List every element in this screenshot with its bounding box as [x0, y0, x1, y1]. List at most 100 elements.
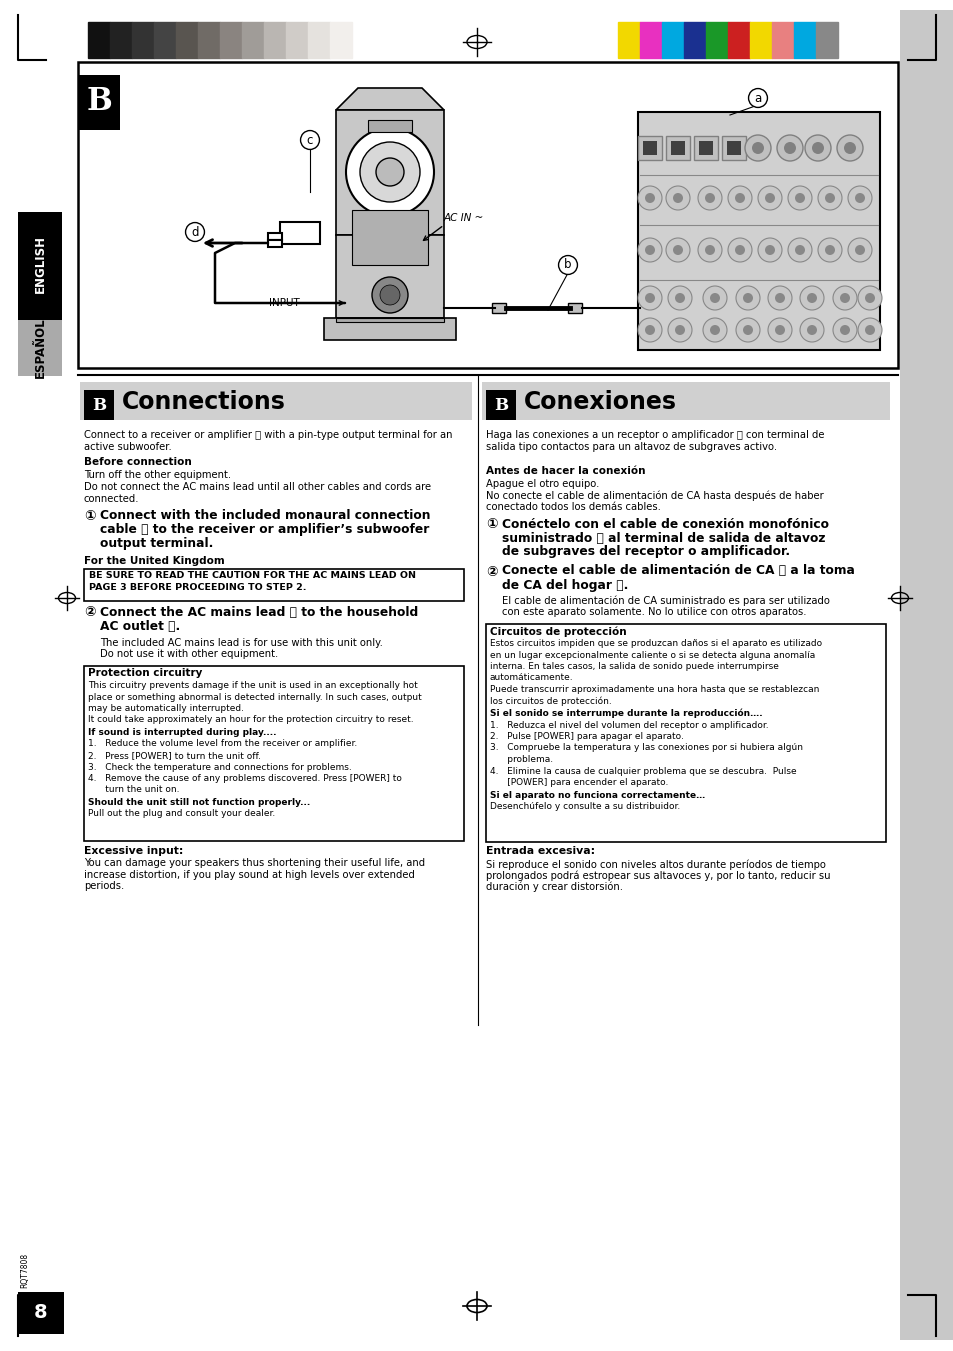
Text: b: b	[563, 258, 571, 272]
Bar	[670, 141, 684, 155]
Circle shape	[758, 186, 781, 209]
Bar	[280, 222, 319, 245]
Bar	[330, 22, 352, 58]
Circle shape	[847, 186, 871, 209]
Text: de subgraves del receptor o amplificador.: de subgraves del receptor o amplificador…	[501, 546, 789, 558]
Text: 3.   Check the temperature and connections for problems.: 3. Check the temperature and connections…	[88, 762, 352, 771]
Text: duración y crear distorsión.: duración y crear distorsión.	[485, 882, 622, 893]
Polygon shape	[335, 88, 443, 109]
Text: Conexiones: Conexiones	[523, 390, 677, 413]
Circle shape	[675, 293, 684, 303]
Text: For the United Kingdom: For the United Kingdom	[84, 557, 225, 566]
Text: c: c	[307, 134, 313, 146]
Text: 4.   Remove the cause of any problems discovered. Press [POWER] to: 4. Remove the cause of any problems disc…	[88, 774, 401, 784]
Bar	[153, 22, 175, 58]
Circle shape	[800, 317, 823, 342]
Bar	[88, 22, 110, 58]
Bar	[485, 390, 516, 420]
Bar	[352, 209, 428, 265]
Bar	[335, 235, 443, 317]
Text: en un lugar excepcionalmente caliente o si se detecta alguna anomalía: en un lugar excepcionalmente caliente o …	[490, 650, 815, 659]
Text: Apague el otro equipo.: Apague el otro equipo.	[485, 480, 598, 489]
Bar	[268, 240, 282, 247]
Circle shape	[767, 317, 791, 342]
Text: interna. En tales casos, la salida de sonido puede interrumpirse: interna. En tales casos, la salida de so…	[490, 662, 778, 671]
Bar	[638, 136, 661, 159]
Text: 1.   Reduzca el nivel del volumen del receptor o amplificador.: 1. Reduzca el nivel del volumen del rece…	[490, 720, 768, 730]
Text: Connections: Connections	[122, 390, 286, 413]
Bar	[18, 1292, 64, 1333]
Circle shape	[644, 293, 655, 303]
Bar	[335, 109, 443, 235]
Bar	[242, 22, 264, 58]
Text: Turn off the other equipment.: Turn off the other equipment.	[84, 470, 231, 481]
Circle shape	[758, 238, 781, 262]
Text: Connect to a receiver or amplifier ⓐ with a pin-type output terminal for an: Connect to a receiver or amplifier ⓐ wit…	[84, 430, 452, 440]
Bar	[699, 141, 712, 155]
Text: Pull out the plug and consult your dealer.: Pull out the plug and consult your deale…	[88, 809, 275, 819]
Circle shape	[864, 293, 874, 303]
Text: AC outlet ⓓ.: AC outlet ⓓ.	[100, 620, 180, 632]
Bar	[368, 120, 412, 132]
Text: conectado todos los demás cables.: conectado todos los demás cables.	[485, 503, 660, 512]
Circle shape	[667, 286, 691, 309]
Circle shape	[698, 186, 721, 209]
Bar	[642, 141, 657, 155]
Circle shape	[709, 326, 720, 335]
Text: problema.: problema.	[490, 755, 553, 765]
Text: Si el aparato no funciona correctamente…: Si el aparato no funciona correctamente…	[490, 790, 704, 800]
Circle shape	[824, 245, 834, 255]
Text: output terminal.: output terminal.	[100, 536, 213, 550]
Circle shape	[857, 317, 882, 342]
Circle shape	[638, 317, 661, 342]
Circle shape	[698, 238, 721, 262]
Text: Desenchúfelo y consulte a su distribuidor.: Desenchúfelo y consulte a su distribuido…	[490, 802, 679, 811]
Circle shape	[638, 238, 661, 262]
Bar	[749, 22, 771, 58]
Text: Should the unit still not function properly...: Should the unit still not function prope…	[88, 798, 310, 807]
Circle shape	[734, 245, 744, 255]
Text: This circuitry prevents damage if the unit is used in an exceptionally hot: This circuitry prevents damage if the un…	[88, 681, 417, 690]
Text: [POWER] para encender el aparato.: [POWER] para encender el aparato.	[490, 778, 668, 788]
Bar	[705, 22, 727, 58]
Bar	[84, 390, 113, 420]
Text: B: B	[91, 396, 106, 413]
Bar	[324, 317, 456, 340]
Text: Puede transcurrir aproximadamente una hora hasta que se restablezcan: Puede transcurrir aproximadamente una ho…	[490, 685, 819, 694]
Text: Do not connect the AC mains lead until all other cables and cords are: Do not connect the AC mains lead until a…	[84, 482, 431, 492]
Text: RQT7808: RQT7808	[20, 1252, 29, 1288]
Bar	[80, 382, 472, 420]
Text: 2.   Pulse [POWER] para apagar el aparato.: 2. Pulse [POWER] para apagar el aparato.	[490, 732, 683, 740]
Text: prolongados podrá estropear sus altavoces y, por lo tanto, reducir su: prolongados podrá estropear sus altavoce…	[485, 870, 830, 881]
Circle shape	[843, 142, 855, 154]
Circle shape	[804, 135, 830, 161]
Circle shape	[806, 326, 816, 335]
Text: Connect the AC mains lead ⓒ to the household: Connect the AC mains lead ⓒ to the house…	[100, 605, 417, 619]
Text: Si reproduce el sonido con niveles altos durante períodos de tiempo: Si reproduce el sonido con niveles altos…	[485, 859, 825, 870]
Circle shape	[832, 286, 856, 309]
Text: Entrada excesiva:: Entrada excesiva:	[485, 847, 595, 857]
Circle shape	[824, 193, 834, 203]
Circle shape	[854, 245, 864, 255]
Circle shape	[751, 142, 763, 154]
Text: 8: 8	[34, 1304, 48, 1323]
Text: Antes de hacer la conexión: Antes de hacer la conexión	[485, 466, 645, 477]
Circle shape	[787, 238, 811, 262]
Bar	[78, 62, 897, 367]
Text: turn the unit on.: turn the unit on.	[88, 785, 179, 794]
Text: ①: ①	[485, 517, 497, 531]
Text: automáticamente.: automáticamente.	[490, 674, 573, 682]
Bar	[18, 320, 62, 376]
Bar	[638, 112, 879, 350]
Circle shape	[806, 293, 816, 303]
Circle shape	[840, 326, 849, 335]
Text: suministrado ⓑ al terminal de salida de altavoz: suministrado ⓑ al terminal de salida de …	[501, 531, 824, 544]
Text: may be automatically interrupted.: may be automatically interrupted.	[88, 704, 244, 713]
Circle shape	[764, 245, 774, 255]
Circle shape	[800, 286, 823, 309]
Text: AC IN ~: AC IN ~	[443, 213, 484, 223]
Circle shape	[638, 186, 661, 209]
Circle shape	[742, 326, 752, 335]
Text: PAGE 3 BEFORE PROCEEDING TO STEP 2.: PAGE 3 BEFORE PROCEEDING TO STEP 2.	[89, 582, 306, 592]
Text: active subwoofer.: active subwoofer.	[84, 442, 172, 451]
